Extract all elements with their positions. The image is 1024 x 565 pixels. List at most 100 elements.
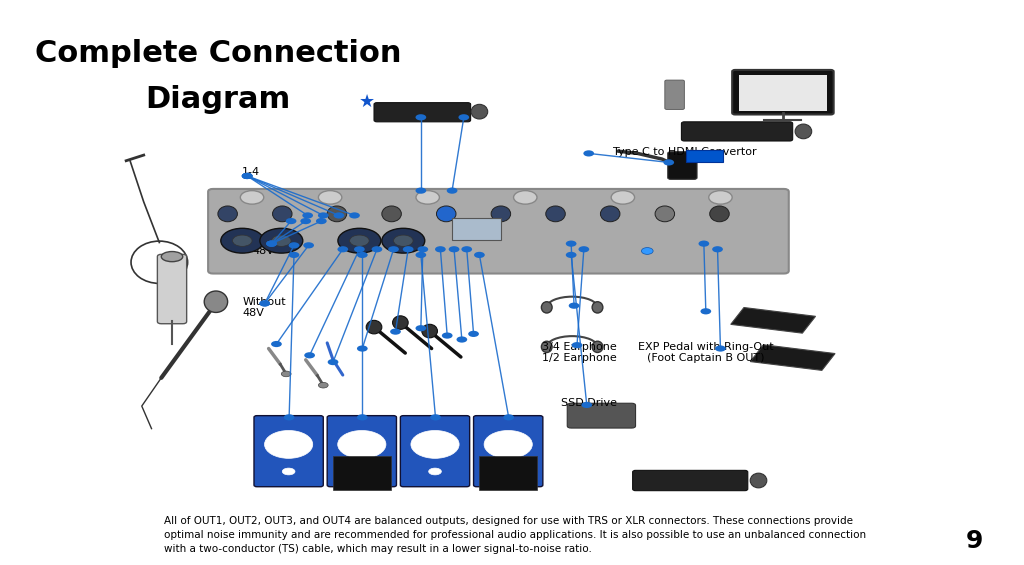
Circle shape bbox=[289, 242, 299, 249]
Circle shape bbox=[242, 173, 253, 179]
Text: Diagram: Diagram bbox=[145, 85, 291, 114]
Ellipse shape bbox=[429, 468, 441, 475]
Ellipse shape bbox=[542, 302, 552, 313]
FancyBboxPatch shape bbox=[374, 103, 471, 122]
Circle shape bbox=[260, 228, 303, 253]
Circle shape bbox=[318, 383, 328, 388]
Circle shape bbox=[357, 345, 368, 351]
FancyBboxPatch shape bbox=[732, 70, 834, 115]
Ellipse shape bbox=[795, 124, 812, 139]
Text: Complete Connection: Complete Connection bbox=[35, 40, 401, 68]
Circle shape bbox=[698, 241, 710, 247]
Circle shape bbox=[316, 218, 327, 224]
Ellipse shape bbox=[392, 316, 409, 329]
FancyBboxPatch shape bbox=[254, 416, 324, 486]
Circle shape bbox=[317, 212, 329, 219]
Ellipse shape bbox=[492, 206, 511, 221]
Circle shape bbox=[349, 212, 359, 219]
Circle shape bbox=[259, 301, 270, 307]
Circle shape bbox=[462, 246, 472, 253]
Text: Type C to HDMI Convertor: Type C to HDMI Convertor bbox=[613, 147, 757, 157]
Ellipse shape bbox=[272, 206, 292, 221]
Circle shape bbox=[266, 241, 276, 247]
Circle shape bbox=[457, 336, 467, 342]
Circle shape bbox=[241, 190, 264, 204]
FancyBboxPatch shape bbox=[158, 254, 186, 324]
Circle shape bbox=[221, 228, 264, 253]
Ellipse shape bbox=[355, 468, 369, 475]
Circle shape bbox=[242, 173, 253, 179]
Circle shape bbox=[579, 246, 589, 253]
Circle shape bbox=[283, 441, 295, 448]
Circle shape bbox=[388, 246, 399, 253]
Circle shape bbox=[429, 441, 441, 448]
Circle shape bbox=[390, 328, 400, 334]
Circle shape bbox=[242, 173, 253, 179]
FancyBboxPatch shape bbox=[686, 150, 723, 162]
Circle shape bbox=[504, 414, 514, 420]
Text: Without
48V: Without 48V bbox=[243, 297, 286, 318]
Circle shape bbox=[416, 114, 426, 120]
Circle shape bbox=[712, 246, 723, 253]
Circle shape bbox=[441, 332, 453, 338]
Circle shape bbox=[334, 212, 344, 219]
Ellipse shape bbox=[436, 206, 456, 221]
Text: ★: ★ bbox=[359, 93, 375, 111]
Circle shape bbox=[566, 241, 577, 247]
Circle shape bbox=[354, 246, 365, 253]
Polygon shape bbox=[731, 307, 815, 333]
FancyBboxPatch shape bbox=[633, 470, 748, 490]
Circle shape bbox=[641, 247, 653, 254]
Circle shape bbox=[338, 246, 348, 253]
Bar bbox=[479, 456, 537, 489]
FancyBboxPatch shape bbox=[681, 122, 793, 141]
FancyBboxPatch shape bbox=[567, 403, 636, 428]
Circle shape bbox=[284, 414, 295, 420]
Circle shape bbox=[582, 402, 592, 408]
FancyBboxPatch shape bbox=[452, 218, 501, 240]
Circle shape bbox=[435, 246, 445, 253]
Text: EXP Pedal with Ring-Out
(Foot Captain B OUT): EXP Pedal with Ring-Out (Foot Captain B … bbox=[638, 342, 773, 363]
Ellipse shape bbox=[546, 206, 565, 221]
Circle shape bbox=[416, 188, 426, 194]
Ellipse shape bbox=[502, 468, 514, 475]
Circle shape bbox=[459, 114, 469, 120]
Circle shape bbox=[421, 436, 449, 453]
Ellipse shape bbox=[600, 206, 620, 221]
Circle shape bbox=[446, 188, 458, 194]
Circle shape bbox=[416, 190, 439, 204]
Circle shape bbox=[328, 359, 338, 365]
Circle shape bbox=[474, 252, 484, 258]
Circle shape bbox=[611, 190, 635, 204]
Circle shape bbox=[338, 431, 386, 458]
Ellipse shape bbox=[542, 341, 552, 353]
Ellipse shape bbox=[382, 206, 401, 221]
Circle shape bbox=[571, 342, 583, 348]
Circle shape bbox=[274, 436, 302, 453]
Ellipse shape bbox=[218, 206, 238, 221]
Circle shape bbox=[514, 190, 537, 204]
Circle shape bbox=[355, 441, 369, 448]
Text: 3/4 Earphone
1/2 Earphone: 3/4 Earphone 1/2 Earphone bbox=[542, 342, 616, 363]
Circle shape bbox=[271, 341, 282, 347]
Circle shape bbox=[286, 218, 296, 224]
Circle shape bbox=[348, 436, 376, 453]
Circle shape bbox=[568, 303, 580, 309]
Circle shape bbox=[303, 242, 314, 249]
Ellipse shape bbox=[204, 291, 227, 312]
Circle shape bbox=[271, 235, 291, 246]
Ellipse shape bbox=[751, 473, 767, 488]
Circle shape bbox=[495, 436, 522, 453]
Circle shape bbox=[242, 173, 253, 179]
Ellipse shape bbox=[328, 206, 347, 221]
FancyBboxPatch shape bbox=[328, 416, 396, 486]
Ellipse shape bbox=[283, 468, 295, 475]
Circle shape bbox=[402, 246, 414, 253]
Circle shape bbox=[318, 190, 342, 204]
Circle shape bbox=[232, 235, 252, 246]
Circle shape bbox=[302, 212, 313, 219]
FancyBboxPatch shape bbox=[208, 189, 788, 273]
Circle shape bbox=[566, 252, 577, 258]
Circle shape bbox=[372, 246, 382, 253]
Circle shape bbox=[300, 218, 311, 224]
